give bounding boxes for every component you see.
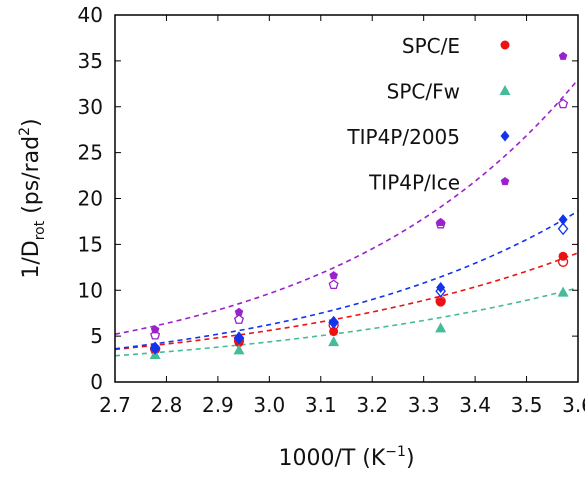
open-point-tip4p-ice <box>150 329 161 340</box>
open-point-tip4p-ice <box>558 98 569 109</box>
data-point-tip4p-ice <box>436 217 445 226</box>
data-points <box>149 51 569 359</box>
x-tick-label: 3.6 <box>562 393 585 417</box>
x-tick-label: 2.8 <box>151 393 183 417</box>
open-point-tip4p-ice <box>328 279 339 290</box>
data-point-tip4p-ice <box>234 307 244 316</box>
legend-marker-spc-fw <box>499 85 511 95</box>
x-tick-label: 3.2 <box>356 393 388 417</box>
y-axis-label-units: (ps/rad <box>19 136 44 221</box>
data-point-tip4p-ice <box>558 51 568 60</box>
data-point-tip4p-ice <box>150 325 160 334</box>
y-tick-label: 0 <box>90 370 103 394</box>
data-point-spc-fw <box>435 322 447 333</box>
data-point-tip4p-2005 <box>558 214 568 226</box>
x-tick-label: 3.3 <box>408 393 440 417</box>
y-tick-label: 5 <box>90 324 103 348</box>
fit-curve-spc-e <box>114 252 579 351</box>
y-tick-label: 10 <box>78 278 103 302</box>
open-point-tip4p-2005 <box>435 284 446 298</box>
data-point-tip4p-2005 <box>234 332 244 344</box>
axis-ticks: 2.7 2.8 2.9 3.0 3.1 3.2 3.3 3.4 3.5 3.6 0 5 10 15 20 25… <box>78 3 585 417</box>
x-axis-label-text: 1000/T (K <box>278 446 385 471</box>
y-axis-label-main: 1/D <box>19 240 44 278</box>
legend: SPC/E SPC/Fw TIP4P/2005 TIP4P/Ice <box>346 34 511 195</box>
x-tick-label: 2.7 <box>99 393 131 417</box>
fit-curve-tip4p-ice <box>114 78 579 335</box>
fit-curves <box>114 78 579 357</box>
x-axis-label-close: ) <box>406 446 415 471</box>
x-tick-label: 3.0 <box>253 393 285 417</box>
legend-marker-tip4p-ice <box>500 177 510 186</box>
x-axis-label: 1000/T (K−1) <box>278 444 414 471</box>
y-tick-label: 25 <box>78 141 103 165</box>
y-axis-label-sub: rot <box>32 220 48 240</box>
data-point-tip4p-ice <box>329 271 338 280</box>
data-point-spc-fw <box>233 344 245 355</box>
x-tick-label: 3.4 <box>459 393 491 417</box>
fit-curve-tip4p-2005 <box>114 210 579 350</box>
fit-curve-spc-fw <box>114 287 579 357</box>
data-point-tip4p-2005 <box>329 315 339 327</box>
legend-marker-tip4p-2005 <box>500 130 510 142</box>
data-point-spc-e <box>558 251 568 261</box>
y-axis-label-sup: 2 <box>17 127 33 136</box>
y-tick-label: 20 <box>78 187 103 211</box>
data-point-spc-e <box>436 297 446 307</box>
x-axis-label-sup: −1 <box>385 444 406 460</box>
open-point-tip4p-ice <box>233 314 245 324</box>
data-point-tip4p-2005 <box>150 342 160 354</box>
legend-label-spc-fw: SPC/Fw <box>387 80 460 104</box>
y-axis-label-close: ) <box>19 118 44 127</box>
x-tick-label: 2.9 <box>202 393 234 417</box>
legend-label-tip4p-ice: TIP4P/Ice <box>368 171 460 195</box>
y-tick-label: 15 <box>78 232 103 256</box>
y-axis-label: 1/Drot (ps/rad2) <box>17 118 48 278</box>
open-point-tip4p-2005 <box>557 222 569 236</box>
y-tick-label: 35 <box>78 49 103 73</box>
x-tick-label: 3.5 <box>511 393 543 417</box>
x-tick-label: 3.1 <box>305 393 337 417</box>
y-tick-label: 40 <box>78 3 103 27</box>
legend-marker-spc-e <box>500 40 510 50</box>
data-point-spc-fw <box>557 286 569 297</box>
plot-frame <box>114 14 579 383</box>
legend-label-spc-e: SPC/E <box>402 34 460 58</box>
data-point-tip4p-2005 <box>436 281 446 293</box>
legend-label-tip4p-2005: TIP4P/2005 <box>346 125 460 149</box>
y-tick-label: 30 <box>78 95 103 119</box>
data-point-spc-e <box>329 327 339 337</box>
data-point-spc-fw <box>328 336 340 347</box>
